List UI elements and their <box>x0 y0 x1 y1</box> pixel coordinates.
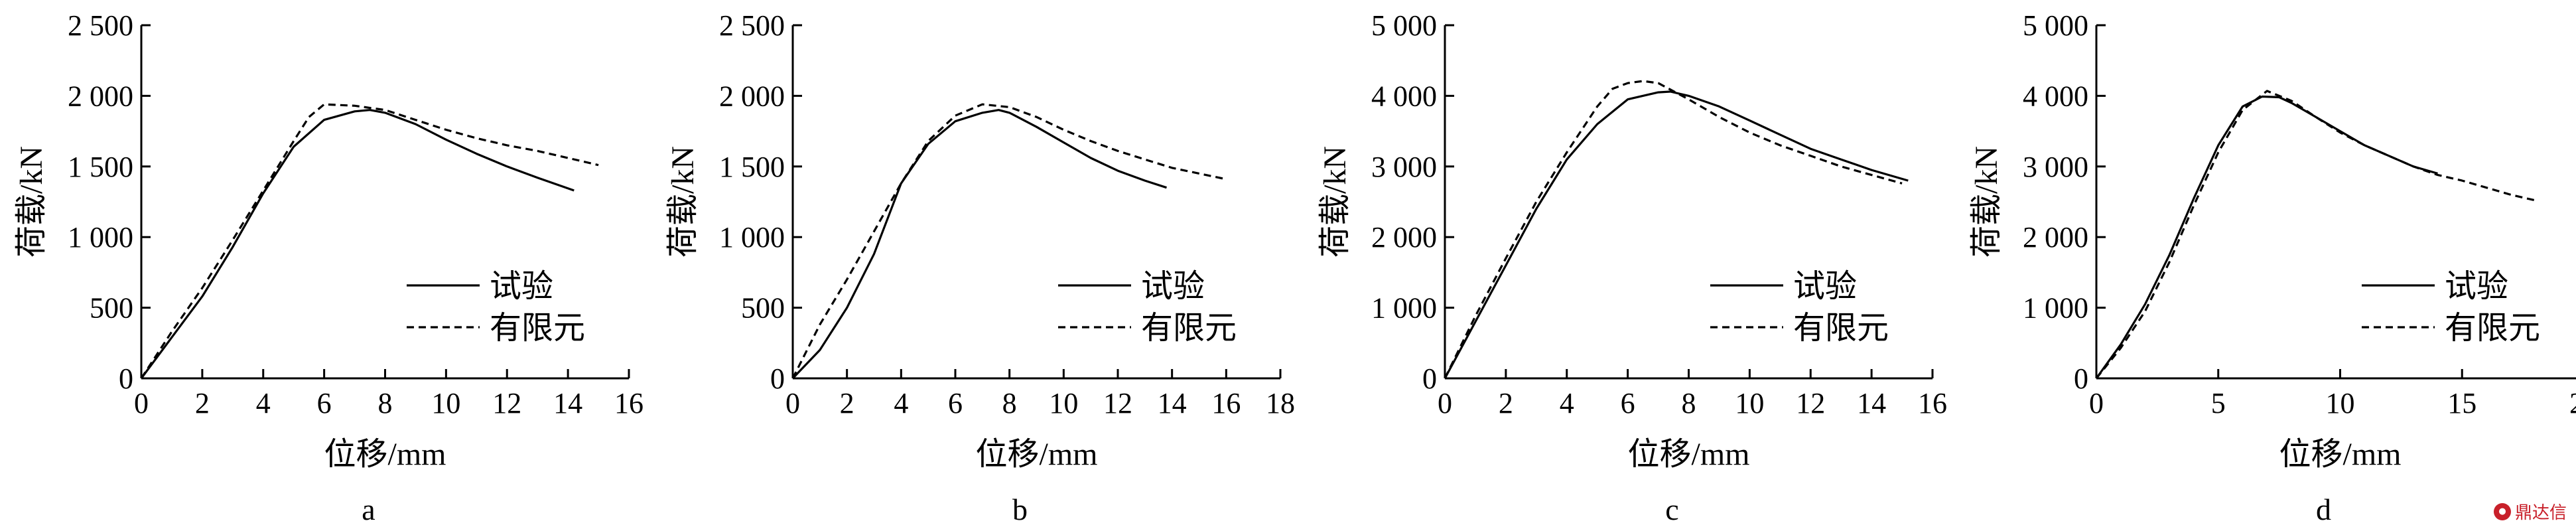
series-line-test <box>2095 95 2438 379</box>
legend-label: 试验 <box>1141 267 1205 305</box>
y-tick-label: 1 500 <box>68 151 133 183</box>
watermark-logo: ● 鼎达信 <box>2493 499 2567 524</box>
x-tick-label: 12 <box>1796 387 1825 419</box>
x-axis-title: 位移/mm <box>2279 437 2401 472</box>
y-tick-label: 5 000 <box>1371 9 1437 42</box>
x-tick-label: 18 <box>1266 387 1295 419</box>
legend-label: 有限元 <box>490 309 585 346</box>
series-line-fem <box>2095 90 2536 380</box>
y-tick-label: 0 <box>2074 362 2088 395</box>
legend-label: 有限元 <box>2445 309 2540 346</box>
x-axis-title: 位移/mm <box>975 437 1097 472</box>
panel-label: c <box>1665 492 1678 526</box>
series-line-test <box>791 109 1167 380</box>
x-tick-label: 8 <box>378 387 393 419</box>
x-tick-label: 0 <box>785 387 800 419</box>
x-tick-label: 2 <box>195 387 210 419</box>
chart-panel-d: 0 1 000 2 000 3 000 4 000 5 000 0 5 10 15 20 位移/mm 荷… <box>1969 9 2576 526</box>
legend-label: 试验 <box>2445 267 2508 305</box>
x-tick-label: 8 <box>1682 387 1696 419</box>
x-tick-label: 5 <box>2211 387 2226 419</box>
x-tick-label: 2 <box>840 387 854 419</box>
watermark-text: 鼎达信 <box>2514 503 2567 523</box>
legend-label: 试验 <box>1793 267 1857 305</box>
y-tick-label: 2 000 <box>68 80 133 112</box>
series-line-test <box>1444 90 1909 379</box>
x-tick-label: 16 <box>1211 387 1241 419</box>
chart-panel-c: 0 1 000 2 000 3 000 4 000 5 000 0 2 4 6 8 10 12 14 16 位… <box>1318 9 1947 526</box>
x-tick-label: 10 <box>431 387 460 419</box>
y-tick-label: 4 000 <box>1371 80 1437 112</box>
x-axis-title: 位移/mm <box>324 437 446 472</box>
y-axis-title: 荷载/kN <box>14 146 49 258</box>
panel-label: d <box>2316 492 2331 526</box>
y-axis-title: 荷载/kN <box>1969 146 2004 258</box>
y-tick-label: 500 <box>741 292 785 325</box>
y-tick-label: 0 <box>770 362 785 395</box>
y-tick-label: 2 500 <box>68 9 133 42</box>
x-tick-label: 2 <box>1499 387 1513 419</box>
y-axis-title: 荷载/kN <box>1318 146 1353 258</box>
panel-label: a <box>362 492 375 526</box>
x-tick-label: 8 <box>1002 387 1017 419</box>
series-line-fem <box>1444 80 1903 379</box>
x-tick-label: 6 <box>1621 387 1635 419</box>
x-tick-label: 14 <box>1158 387 1187 419</box>
watermark-icon: ● <box>2493 502 2511 520</box>
x-tick-label: 10 <box>2326 387 2355 419</box>
y-tick-label: 5 000 <box>2023 9 2088 42</box>
y-tick-label: 2 000 <box>719 80 785 112</box>
y-tick-label: 1 000 <box>68 221 133 254</box>
series-line-fem <box>791 103 1227 379</box>
x-tick-label: 12 <box>492 387 521 419</box>
legend-label: 有限元 <box>1141 309 1237 346</box>
x-tick-label: 4 <box>1560 387 1574 419</box>
x-tick-label: 14 <box>553 387 582 419</box>
x-tick-label: 10 <box>1735 387 1764 419</box>
x-tick-label: 16 <box>1918 387 1947 419</box>
x-tick-label: 6 <box>948 387 963 419</box>
x-tick-label: 4 <box>894 387 908 419</box>
y-axis-title: 荷载/kN <box>665 146 701 258</box>
x-tick-label: 14 <box>1857 387 1886 419</box>
y-tick-label: 1 000 <box>1371 292 1437 325</box>
panel-label: b <box>1012 492 1028 526</box>
x-axis-title: 位移/mm <box>1627 437 1749 472</box>
y-tick-label: 2 000 <box>2023 221 2088 254</box>
legend-label: 有限元 <box>1793 309 1889 346</box>
y-tick-label: 0 <box>119 362 133 395</box>
y-tick-label: 2 000 <box>1371 221 1437 254</box>
x-tick-label: 4 <box>256 387 271 419</box>
y-tick-label: 2 500 <box>719 9 785 42</box>
legend-label: 试验 <box>490 267 553 305</box>
y-tick-label: 1 000 <box>2023 292 2088 325</box>
y-tick-label: 0 <box>1422 362 1437 395</box>
y-tick-label: 3 000 <box>1371 151 1437 183</box>
y-tick-label: 1 000 <box>719 221 785 254</box>
x-tick-label: 0 <box>2089 387 2104 419</box>
x-tick-label: 0 <box>134 387 149 419</box>
chart-panel-a: 0 500 1 000 1 500 2 000 2 500 0 2 4 6 8 10 12 14 16 位移/… <box>14 9 644 526</box>
x-tick-label: 0 <box>1438 387 1452 419</box>
y-tick-label: 500 <box>90 292 133 325</box>
x-tick-label: 20 <box>2569 387 2576 419</box>
series-line-test <box>140 109 575 379</box>
x-tick-label: 16 <box>614 387 644 419</box>
y-tick-label: 1 500 <box>719 151 785 183</box>
x-tick-label: 6 <box>317 387 332 419</box>
x-tick-label: 12 <box>1103 387 1132 419</box>
y-tick-label: 4 000 <box>2023 80 2088 112</box>
series-line-fem <box>140 103 599 379</box>
chart-panel-b: 0 500 1 000 1 500 2 000 2 500 0 2 4 6 8 10 12 14 16 18 位… <box>665 9 1295 526</box>
x-tick-label: 10 <box>1049 387 1078 419</box>
y-tick-label: 3 000 <box>2023 151 2088 183</box>
x-tick-label: 15 <box>2447 387 2476 419</box>
